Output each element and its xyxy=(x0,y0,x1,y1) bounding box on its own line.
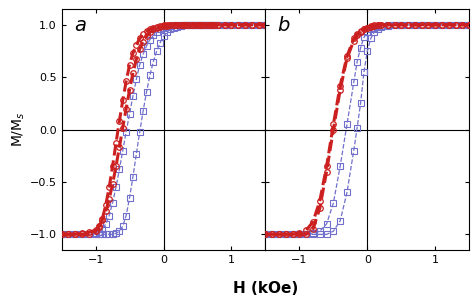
Text: b: b xyxy=(278,16,290,35)
Text: a: a xyxy=(74,16,86,35)
Y-axis label: M/M$_s$: M/M$_s$ xyxy=(10,112,27,147)
Text: H (kOe): H (kOe) xyxy=(233,281,298,296)
